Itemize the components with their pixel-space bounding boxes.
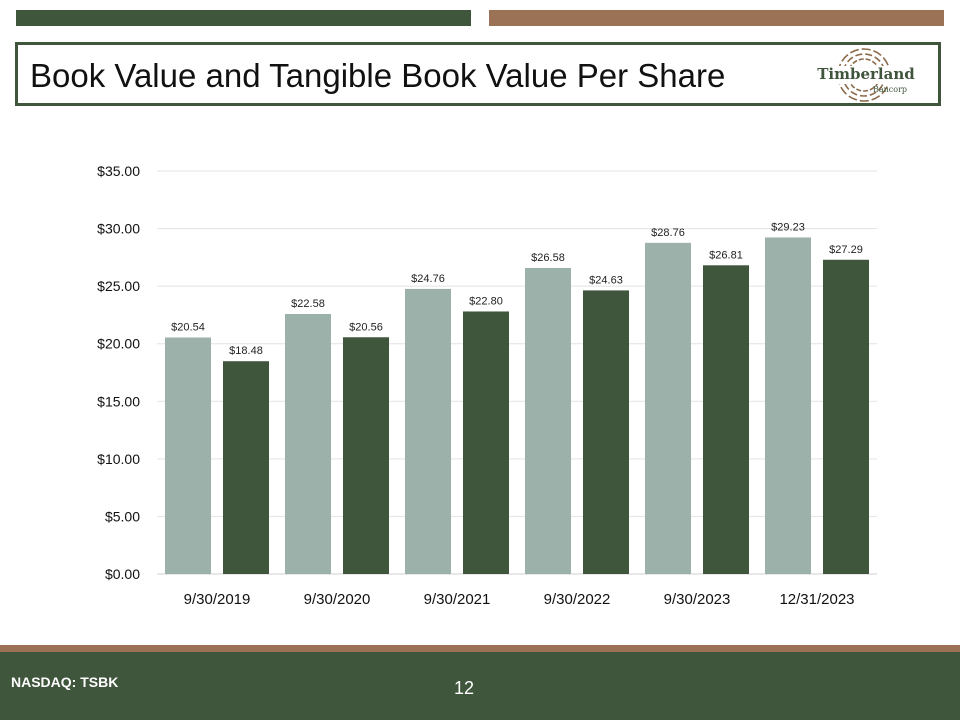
top-accent-bar-left (16, 10, 471, 26)
bar-data-label: $22.58 (291, 298, 325, 310)
bar (823, 259, 869, 574)
logo-text: Timberland (817, 65, 915, 83)
grid (157, 170, 877, 575)
y-tick-label: $0.00 (105, 566, 140, 582)
footer-bar: NASDAQ: TSBK 12 (0, 652, 960, 720)
bar (223, 361, 269, 574)
bar-data-label: $24.63 (589, 274, 623, 286)
bar-data-label: $22.80 (469, 295, 503, 307)
y-tick-label: $25.00 (97, 278, 140, 294)
x-tick-label: 12/31/2023 (779, 591, 854, 608)
x-tick-label: 9/30/2023 (664, 591, 731, 608)
y-tick-label: $30.00 (97, 221, 140, 237)
bar-data-label: $27.29 (829, 244, 863, 256)
slide-title: Book Value and Tangible Book Value Per S… (30, 57, 726, 94)
footer-accent-line (0, 645, 960, 652)
bar-data-label: $26.81 (709, 249, 743, 261)
bar-data-label: $26.58 (531, 252, 565, 264)
bar-data-label: $29.23 (771, 221, 805, 233)
x-tick-label: 9/30/2019 (184, 591, 251, 608)
bar-data-label: $20.54 (171, 321, 205, 333)
data-labels: $20.54 $18.48 $22.58 $20.56 $24.76 $22.80 $26.… (171, 221, 863, 357)
y-tick-label: $5.00 (105, 508, 140, 524)
bar-data-label: $20.56 (349, 321, 383, 333)
bars (165, 237, 869, 574)
bar-data-label: $18.48 (229, 345, 263, 357)
bar (405, 288, 451, 574)
y-tick-label: $15.00 (97, 393, 140, 409)
y-axis-ticks: $0.00 $5.00 $10.00 $15.00 $20.00 $25.00 $30.00… (97, 163, 140, 582)
y-tick-label: $20.00 (97, 336, 140, 352)
bar-chart: $0.00 $5.00 $10.00 $15.00 $20.00 $25.00 $30.00… (97, 163, 877, 608)
bar-data-label: $28.76 (651, 227, 685, 239)
y-tick-label: $35.00 (97, 163, 140, 179)
x-axis-ticks: 9/30/2019 9/30/2020 9/30/2021 9/30/2022 9/30… (184, 591, 855, 608)
bar (703, 265, 749, 574)
bar (645, 242, 691, 574)
page-number: 12 (453, 678, 475, 698)
x-tick-label: 9/30/2020 (304, 591, 371, 608)
bar (583, 290, 629, 574)
bar (525, 267, 571, 574)
x-tick-label: 9/30/2022 (544, 591, 611, 608)
bar (285, 314, 331, 574)
title-box: Book Value and Tangible Book Value Per S… (15, 42, 941, 106)
bar (463, 311, 509, 574)
x-tick-label: 9/30/2021 (424, 591, 491, 608)
y-tick-label: $10.00 (97, 451, 140, 467)
top-accent-bar-right (489, 10, 944, 26)
bar-data-label: $24.76 (411, 273, 445, 285)
bar (343, 337, 389, 574)
logo-subtext: Bancorp (873, 85, 907, 94)
timberland-logo: Timberland Bancorp (816, 48, 916, 102)
bar (165, 337, 211, 574)
bar (765, 237, 811, 574)
ticker-label: NASDAQ: TSBK (11, 674, 119, 690)
